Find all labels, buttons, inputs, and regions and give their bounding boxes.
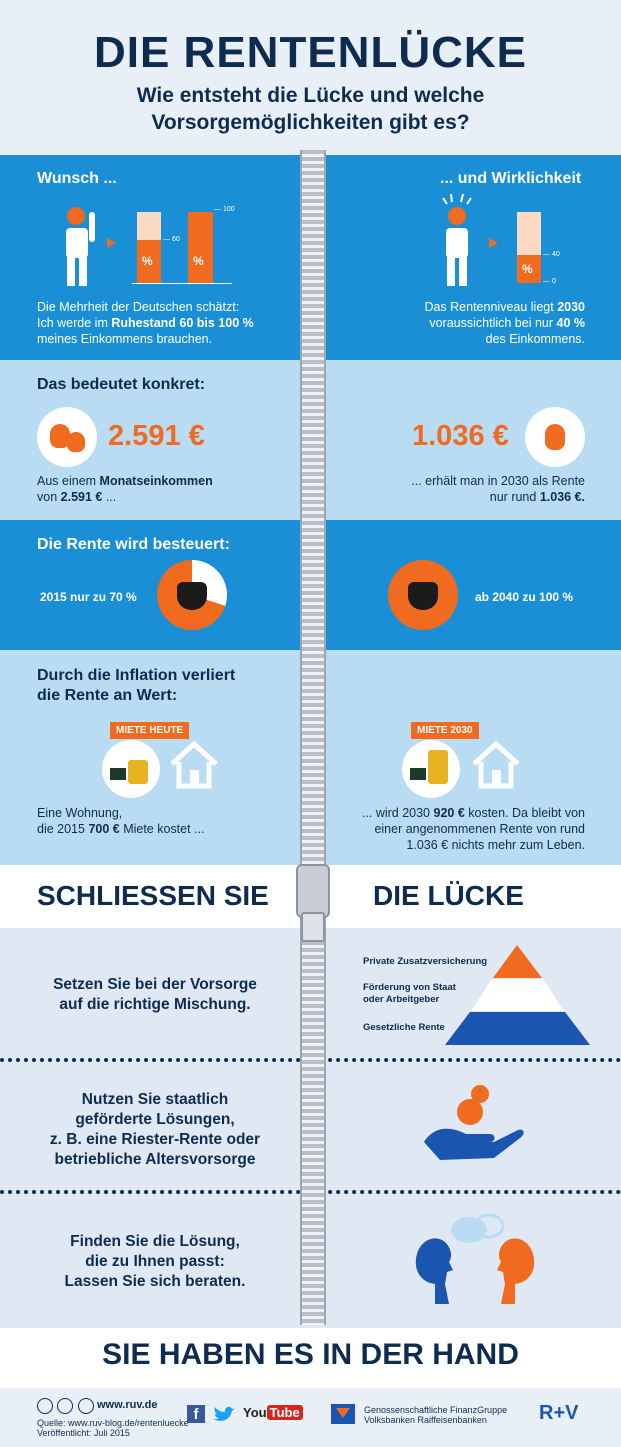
header [0,0,621,155]
zipper-slider [301,912,325,942]
pyramid-label-subsidy: Förderung von Staat oder Arbeitgeber [363,982,456,1005]
money-bags-icon [37,407,97,467]
real-bar-pct: % [522,262,533,276]
close-gap-left: SCHLIESSEN SIE [37,880,269,911]
bar-100 [188,212,213,283]
pyramid-label-private: Private Zusatzversicherung [363,956,488,967]
tip-mix: Setzen Sie bei der Vorsorge auf die rich… [53,976,257,1013]
real-bar-top [517,212,541,255]
tax-2040-text: ab 2040 zu 100 % [475,590,574,604]
tax-pie-70 [157,560,227,630]
person-icon [66,207,95,286]
finanzgruppe-text: Genossenschaftliche FinanzGruppe Volksba… [364,1405,508,1425]
bar-60 [137,240,161,283]
bar-60-top [137,212,161,240]
closing-section [0,1328,621,1388]
subtitle-line-2: Vorsorgemöglichkeiten gibt es? [151,111,470,134]
rv-logo: R+V [539,1402,579,1424]
website-link[interactable]: www.ruv.de [97,1399,158,1411]
house-icon [170,740,218,789]
tax-pie-100 [388,560,458,630]
pyramid-icon [445,945,590,1045]
source-note: Quelle: www.ruv-blog.de/rentenluecke Ver… [37,1418,189,1438]
bar-60-label: — 60 [163,236,180,243]
youtube-icon[interactable]: You Tube [243,1405,303,1420]
closing-headline: SIE HABEN ES IN DER HAND [102,1338,519,1371]
bar-100-pct: % [193,254,204,268]
stressed-person-icon [442,193,472,286]
eagle-icon [408,582,438,610]
real-bar [517,255,541,283]
consultation-icon [415,1213,535,1304]
concrete-title: Das bedeutet konkret: [37,376,206,393]
facebook-icon[interactable]: f [187,1405,205,1423]
rent-today-badge: MIETE HEUTE [110,722,190,739]
pension-value: 1.036 € [412,420,509,452]
hand-coin-icon [424,1085,524,1160]
arrow-icon [107,238,116,248]
income-value: 2.591 € [108,420,205,452]
reality-text: Das Rentenniveau liegt 2030 voraussichtl… [424,300,585,346]
tax-2015-text: 2015 nur zu 70 % [40,590,137,604]
arrow-icon [489,238,498,248]
bar-100-label: — 100 [214,206,235,213]
income-text: Aus einem Monatseinkommen von 2.591 € ..… [37,474,213,504]
tip-advice: Finden Sie die Lösung, die zu Ihnen pass… [64,1233,246,1290]
inflation-title: Durch die Inflation verliert die Rente a… [37,667,236,704]
zipper-track [300,150,326,1325]
coins-icon [102,740,160,798]
zipper-pull-icon [296,864,330,918]
real-bar-label: — 40 [543,251,560,258]
coins-stack-icon [402,740,460,798]
rent-2030-badge: MIETE 2030 [411,722,479,739]
vr-bank-logo [331,1404,355,1424]
wish-title: Wunsch ... [37,170,117,187]
footer [0,1388,621,1447]
rent-2030-text: ... wird 2030 920 € kosten. Da bleibt vo… [361,806,585,852]
pension-text: ... erhält man in 2030 als Rente nur run… [411,474,585,504]
house-icon [472,740,520,789]
bar-60-pct: % [142,254,153,268]
tip-subsidy: Nutzen Sie staatlich geförderte Lösungen… [49,1091,261,1168]
money-bag-icon [525,407,585,467]
page-title: DIE RENTENLÜCKE [93,28,528,77]
real-bar-zero: — 0 [543,278,556,285]
twitter-icon[interactable] [212,1405,236,1425]
tax-title: Die Rente wird besteuert: [37,536,230,553]
pyramid-label-state: Gesetzliche Rente [363,1022,445,1033]
subtitle-line-1: Wie entsteht die Lücke und welche [136,84,485,107]
wish-text: Die Mehrheit der Deutschen schätzt: Ich … [37,300,254,346]
close-gap-right: DIE LÜCKE [373,880,524,911]
eagle-icon [177,582,207,610]
license-icons [37,1398,94,1419]
bar-baseline [132,283,232,284]
rent-today-text: Eine Wohnung, die 2015 700 € Miete koste… [37,806,205,836]
reality-title: ... und Wirklichkeit [440,170,582,187]
page-subtitle: Wie entsteht die Lücke und welche Vorsor… [0,82,621,136]
